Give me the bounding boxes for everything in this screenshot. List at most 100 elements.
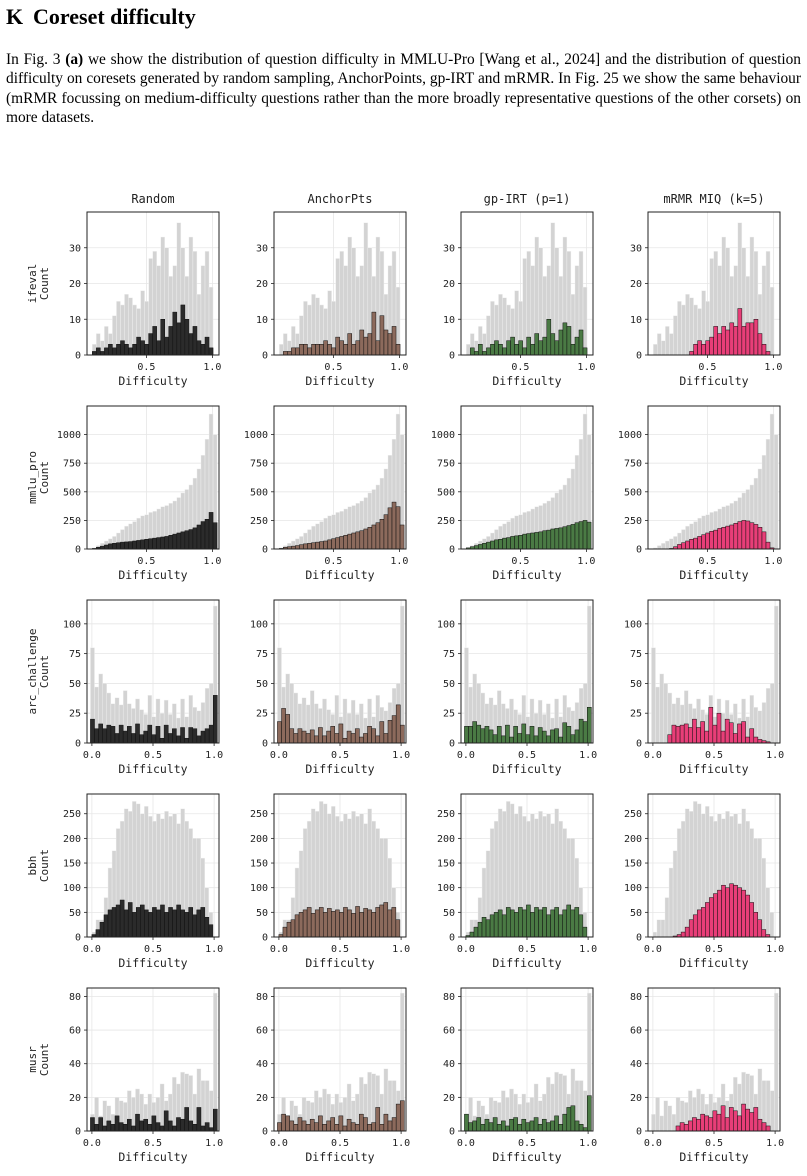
coreset-bar [720, 730, 726, 744]
coreset-bar [290, 919, 296, 938]
coreset-bar [347, 333, 352, 356]
coreset-bar [192, 326, 198, 356]
coreset-bar [323, 912, 328, 938]
y-tick-label: 0 [262, 545, 268, 556]
x-tick-label: 0.5 [324, 556, 342, 567]
y-tick-label: 75 [69, 649, 81, 660]
coreset-bar [204, 519, 210, 550]
full-dist-bar [655, 1097, 660, 1132]
y-tick-label: 0 [75, 739, 81, 750]
coreset-bar [354, 728, 360, 744]
coreset-bar [176, 735, 181, 744]
coreset-bar [741, 1103, 746, 1132]
coreset-bar [204, 336, 210, 356]
coreset-bar [375, 907, 380, 938]
coreset-bar [395, 344, 401, 356]
full-dist-bar [538, 247, 543, 356]
column-title-3: mRMR MIQ (k=5) [663, 192, 764, 206]
coreset-bar [335, 909, 340, 938]
x-tick-label: 1.0 [392, 944, 410, 955]
coreset-bar [533, 1117, 539, 1132]
full-dist-bar [761, 265, 767, 356]
coreset-bar [741, 721, 746, 744]
coreset-bar [472, 721, 477, 744]
full-dist-bar [363, 222, 369, 356]
full-dist-bar [582, 1090, 588, 1132]
y-tick-label: 100 [437, 619, 455, 630]
coreset-bar [144, 539, 149, 550]
coreset-bar [578, 1124, 584, 1132]
x-tick-label: 1.0 [764, 362, 782, 373]
coreset-bar [721, 527, 726, 550]
coreset-bar [297, 1117, 303, 1132]
y-tick-label: 20 [69, 1093, 81, 1104]
coreset-bar [492, 734, 498, 744]
full-dist-bar [676, 828, 682, 938]
coreset-bar [716, 712, 722, 744]
coreset-bar [513, 1117, 518, 1132]
coreset-bar [299, 344, 304, 356]
y-tick-label: 150 [63, 859, 81, 870]
coreset-bar [468, 726, 473, 744]
x-tick-label: 0.0 [270, 750, 288, 761]
full-dist-bar [522, 258, 527, 356]
coreset-bar [118, 724, 124, 744]
coreset-bar [114, 1115, 120, 1132]
coreset-bar [375, 1107, 381, 1132]
coreset-bar [387, 1120, 393, 1132]
coreset-bar [359, 1113, 364, 1132]
coreset-bar [363, 908, 368, 938]
coreset-bar [737, 887, 742, 938]
coreset-bar [733, 884, 738, 938]
coreset-bar [395, 1103, 401, 1132]
coreset-bar [359, 329, 365, 356]
coreset-bar [200, 344, 206, 356]
coreset-bar [541, 730, 547, 744]
coreset-bar [350, 1122, 356, 1132]
coreset-bar [501, 735, 506, 744]
coreset-bar [282, 926, 288, 938]
coreset-bar [482, 543, 487, 550]
full-dist-bar [769, 683, 775, 744]
coreset-bar [713, 893, 718, 938]
coreset-bar [143, 730, 148, 744]
panel-mmlu_pro-1 [271, 405, 407, 552]
coreset-bar [295, 347, 300, 356]
coreset-bar [534, 907, 539, 938]
coreset-bar [464, 726, 469, 744]
coreset-bar [208, 347, 214, 356]
coreset-bar [546, 1122, 551, 1132]
coreset-bar [697, 340, 702, 356]
coreset-bar [725, 887, 730, 938]
coreset-bar [289, 1120, 295, 1132]
coreset-bar [299, 544, 304, 550]
coreset-bar [395, 506, 401, 550]
coreset-bar [578, 914, 584, 938]
coreset-bar [331, 911, 336, 938]
coreset-bar [765, 541, 771, 550]
coreset-bar [200, 730, 206, 744]
coreset-bar [387, 507, 393, 550]
y-tick-label: 20 [69, 279, 81, 290]
x-tick-label: 0.0 [270, 944, 288, 955]
coreset-bar [120, 541, 125, 550]
coreset-bar [383, 329, 389, 356]
x-tick-label: 0.5 [331, 750, 349, 761]
coreset-bar [339, 912, 344, 938]
coreset-bar [326, 1120, 331, 1132]
x-tick-label: 1.0 [392, 1138, 410, 1149]
coreset-bar [562, 322, 568, 356]
x-axis-label: Difficulty [305, 568, 374, 582]
coreset-bar [713, 326, 718, 356]
full-dist-bar [761, 702, 767, 744]
coreset-bar [530, 532, 535, 550]
x-axis-label: Difficulty [118, 568, 187, 582]
y-tick-label: 80 [630, 992, 642, 1003]
coreset-bar [135, 1113, 140, 1132]
x-tick-label: 1.0 [577, 362, 595, 373]
coreset-bar [498, 539, 503, 550]
coreset-bar [391, 1117, 397, 1132]
coreset-bar [514, 344, 519, 356]
coreset-bar [554, 340, 560, 356]
coreset-bar [574, 907, 580, 938]
